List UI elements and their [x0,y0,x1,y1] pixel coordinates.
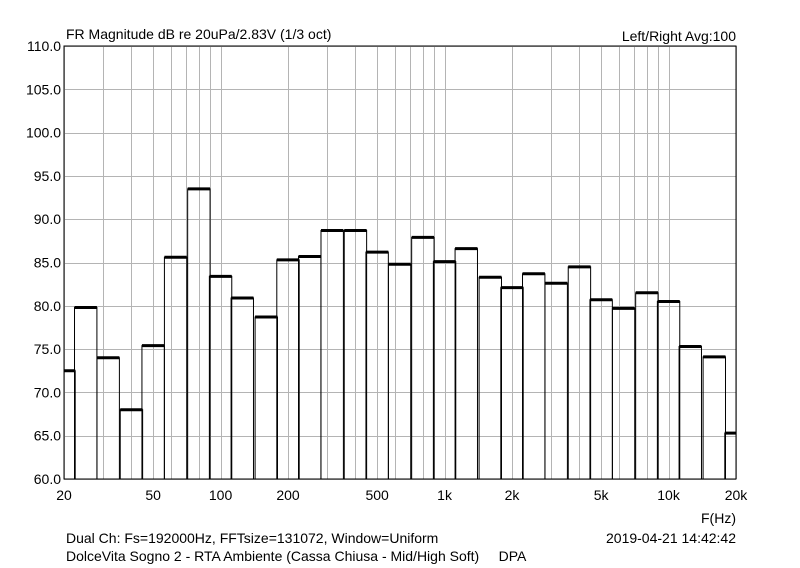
band-bar [96,357,120,480]
channel-average-label: Left/Right Avg:100 [622,28,736,44]
x-tick-label: 20k [725,487,749,503]
plot-frame [63,45,737,480]
y-tick-label: 65.0 [34,428,61,444]
x-axis-label: F(Hz) [701,510,736,526]
band-bar [187,188,211,480]
y-tick-label: 90.0 [34,211,61,227]
x-tick-label: 200 [276,487,300,503]
band-bar [724,432,737,480]
y-tick-label: 70.0 [34,384,61,400]
band-bar [656,300,681,480]
band-bar [478,276,502,480]
x-tick-label: 50 [145,487,161,503]
x-tick-label: 20 [56,487,72,503]
chart-title: FR Magnitude dB re 20uPa/2.83V (1/3 oct) [66,26,331,42]
footer-measurement-info: Dual Ch: Fs=192000Hz, FFTsize=131072, Wi… [66,530,438,546]
x-tick-label: 10k [657,487,681,503]
band-bar [678,346,702,480]
x-tick-label: 100 [209,487,233,503]
y-tick-label: 95.0 [34,168,61,184]
y-tick-label: 60.0 [34,471,61,487]
x-tick-label: 1k [437,487,453,503]
band-bar [163,256,188,480]
y-tick-label: 75.0 [34,341,61,357]
band-bar [230,297,254,480]
band-bar [432,261,457,480]
y-tick-label: 100.0 [26,125,61,141]
band-bar [74,307,98,480]
band-bar [454,248,478,480]
band-bar [254,316,278,480]
y-tick-label: 110.0 [27,38,61,54]
x-tick-label: 500 [365,487,389,503]
band-bar [411,236,435,480]
band-bar [522,273,546,480]
x-tick-label: 2k [505,487,521,503]
band-bar [387,263,412,480]
x-tick-label: 5k [594,487,610,503]
footer-description: DolceVita Sogno 2 - RTA Ambiente (Cassa … [66,548,527,564]
band-bar [611,307,636,480]
y-tick-label: 105.0 [26,81,61,97]
y-tick-labels: 60.0 65.0 70.0 75.0 80.0 85.0 90.0 95.0 100.0 105… [26,38,61,487]
y-tick-label: 85.0 [34,255,61,271]
band-bar [635,292,659,480]
y-tick-label: 80.0 [34,298,61,314]
band-bar [298,255,322,480]
x-tick-labels: 20 50 100 200 500 1k 2k 5k 10k 20k [56,487,748,503]
band-bar [702,356,726,480]
bars [63,187,737,480]
band-bar [320,229,344,480]
footer-timestamp: 2019-04-21 14:42:42 [606,530,736,546]
band-bar [544,282,568,480]
band-bar [63,370,76,480]
